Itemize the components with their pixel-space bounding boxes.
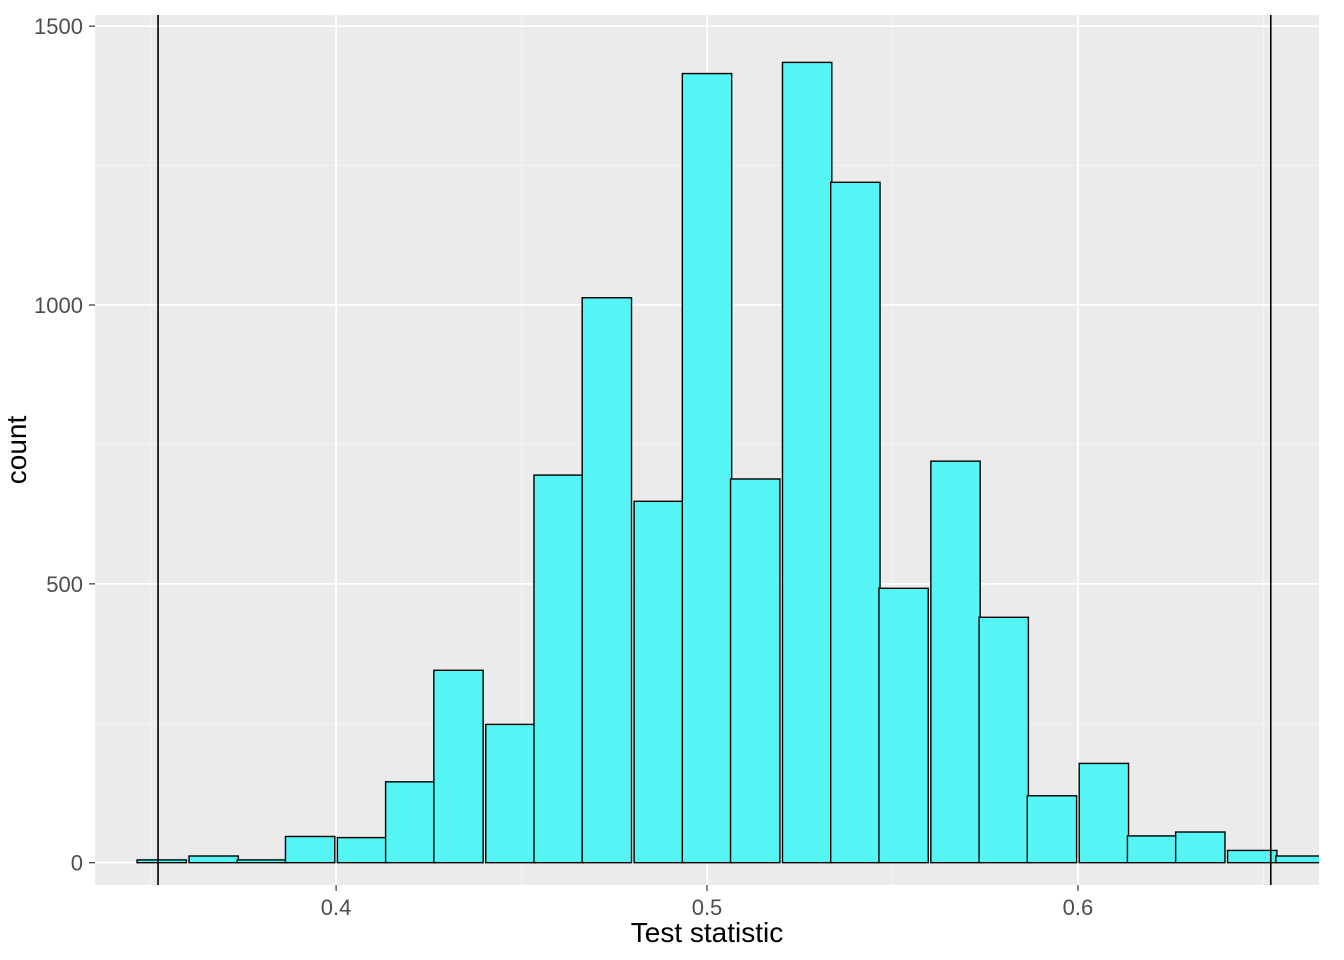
x-tick-label: 0.4 xyxy=(321,895,352,920)
histogram-bar xyxy=(1027,796,1076,863)
y-axis-title: count xyxy=(1,416,32,485)
histogram-bar xyxy=(285,836,334,862)
histogram-bar xyxy=(1127,836,1176,863)
x-tick-label: 0.6 xyxy=(1063,895,1094,920)
histogram-bar xyxy=(879,588,928,862)
histogram-bar xyxy=(1276,856,1325,863)
histogram-bar xyxy=(189,856,238,863)
histogram-bar xyxy=(731,479,780,863)
histogram-bar xyxy=(1079,763,1128,862)
histogram-bar xyxy=(931,461,980,863)
histogram-bar xyxy=(782,62,831,862)
histogram-bar xyxy=(434,670,483,862)
histogram-bar xyxy=(386,782,435,863)
histogram-bar xyxy=(1176,832,1225,863)
histogram-bar xyxy=(582,298,631,863)
histogram-bar xyxy=(486,724,535,862)
histogram-bar xyxy=(831,182,880,862)
y-tick-label: 1500 xyxy=(34,14,83,39)
histogram-bar xyxy=(534,475,583,863)
histogram-bar xyxy=(337,838,386,863)
histogram-chart: 0.40.50.6050010001500Test statisticcount xyxy=(0,0,1344,960)
histogram-bar xyxy=(237,860,286,863)
x-axis-title: Test statistic xyxy=(631,917,783,948)
y-tick-label: 0 xyxy=(71,851,83,876)
histogram-bar xyxy=(1228,850,1277,862)
histogram-bar xyxy=(979,617,1028,862)
chart-svg: 0.40.50.6050010001500Test statisticcount xyxy=(0,0,1344,960)
histogram-bar xyxy=(137,860,186,863)
histogram-bar xyxy=(634,501,683,862)
y-tick-label: 500 xyxy=(46,572,83,597)
histogram-bar xyxy=(682,74,731,863)
y-tick-label: 1000 xyxy=(34,293,83,318)
